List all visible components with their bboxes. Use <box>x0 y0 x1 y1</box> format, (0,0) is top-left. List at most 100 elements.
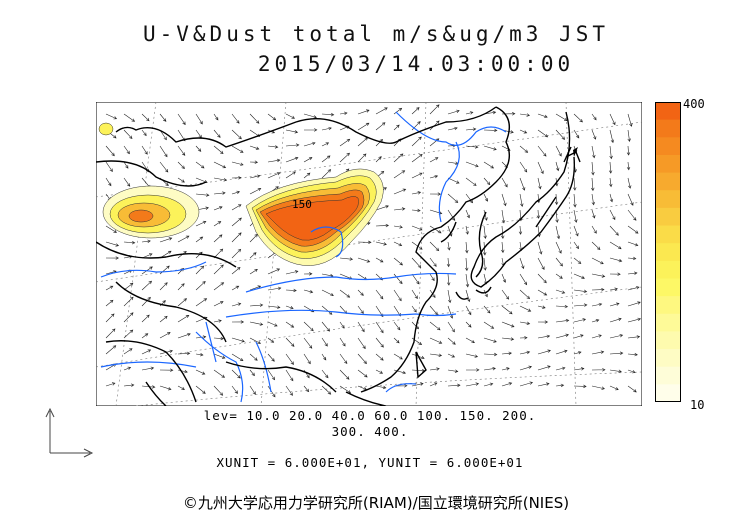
colorbar-min-label: 10 <box>690 398 705 412</box>
wind-arrow <box>357 369 368 378</box>
wind-arrow <box>501 193 507 207</box>
wind-arrow <box>483 289 488 298</box>
wind-arrow <box>303 337 313 349</box>
wind-arrow <box>285 129 299 134</box>
wind-arrow <box>483 193 488 202</box>
wind-arrow <box>339 152 350 163</box>
wind-arrow <box>411 136 422 147</box>
wind-arrow <box>249 353 258 361</box>
wind-arrow <box>231 353 244 362</box>
wind-arrow <box>537 320 549 324</box>
wind-arrow <box>591 302 603 307</box>
wind-arrow <box>627 271 638 275</box>
wind-arrow <box>573 384 587 389</box>
wind-arrow <box>555 225 561 240</box>
wind-arrow <box>357 109 370 115</box>
colorbar-frame <box>655 102 681 402</box>
wind-arrow <box>339 289 351 298</box>
colorbar-swatch <box>655 366 681 385</box>
wind-arrow <box>555 257 563 267</box>
wind-arrow <box>303 289 314 294</box>
wind-arrow <box>249 113 260 124</box>
wind-arrow <box>573 273 585 279</box>
wind-arrow <box>627 317 642 323</box>
wind-arrow <box>429 321 441 331</box>
wind-arrow <box>141 314 150 323</box>
wind-arrow <box>393 188 407 195</box>
wind-arrow <box>609 272 621 276</box>
wind-arrow <box>141 296 151 307</box>
wind-arrow <box>393 353 403 360</box>
wind-arrow <box>159 368 174 372</box>
wind-arrow <box>213 206 223 211</box>
wind-arrow <box>339 337 346 347</box>
wind-arrow <box>555 304 569 309</box>
wind-arrow <box>554 193 559 206</box>
wind-arrow <box>213 301 224 307</box>
wind-arrow <box>483 225 487 239</box>
wind-arrow <box>267 337 275 343</box>
wind-arrow <box>249 321 264 326</box>
colorbar-swatch <box>655 137 681 156</box>
wind-arrow <box>195 220 207 227</box>
wind-arrow <box>555 289 566 294</box>
wind-arrow <box>447 273 451 286</box>
wind-arrow <box>627 193 634 206</box>
wind-arrow <box>393 170 406 179</box>
wind-arrow <box>429 192 442 196</box>
colorbar-swatch <box>655 154 681 174</box>
wind-arrow <box>213 129 221 138</box>
wind-arrow <box>141 145 148 155</box>
map-timestamp: 2015/03/14.03:00:00 <box>257 52 575 76</box>
wind-arrow <box>357 122 370 131</box>
contour-levels-line2: 300. 400. <box>331 424 409 439</box>
wind-arrow <box>249 252 257 259</box>
wind-arrow <box>483 321 495 329</box>
wind-arrow <box>267 172 281 179</box>
wind-arrow <box>429 367 440 371</box>
wind-arrow <box>177 145 186 156</box>
wind-arrow <box>591 113 597 121</box>
wind-arrow <box>213 191 226 195</box>
wind-arrow <box>375 223 390 228</box>
wind-arrow <box>483 382 494 387</box>
wind-arrow <box>519 305 532 312</box>
colorbar-swatch <box>655 102 681 121</box>
wind-arrow <box>411 273 420 285</box>
wind-arrow <box>627 209 637 221</box>
wind-arrow <box>321 353 327 361</box>
wind-arrow <box>195 281 206 291</box>
wind-arrow <box>501 177 508 188</box>
wind-arrow <box>267 321 278 327</box>
wind-arrow <box>123 129 133 140</box>
wind-arrow <box>123 161 129 169</box>
wind-arrow <box>303 141 316 147</box>
wind-arrow <box>573 113 583 123</box>
wind-arrow <box>627 225 639 234</box>
wind-arrow <box>375 353 384 361</box>
wind-arrow <box>609 113 616 126</box>
wind-arrow <box>465 241 469 254</box>
wind-arrow <box>213 234 223 243</box>
wind-arrow <box>195 369 206 375</box>
wind-arrow <box>627 241 639 247</box>
wind-arrow <box>321 321 330 332</box>
wind-arrow <box>321 385 332 395</box>
wind-arrow <box>537 382 550 387</box>
wind-arrow <box>573 129 580 139</box>
wind-arrow <box>411 172 423 179</box>
wind-arrow <box>267 305 281 309</box>
wind-arrow <box>447 209 456 221</box>
wind-arrow <box>375 156 382 163</box>
wind-arrow <box>303 321 314 332</box>
wind-arrow <box>231 217 242 227</box>
wind-arrow <box>465 209 470 219</box>
colorbar-swatch <box>655 243 681 262</box>
wind-arrow <box>267 286 282 291</box>
wind-arrow <box>213 369 226 378</box>
wind-arrow <box>159 161 169 173</box>
wind-arrow <box>393 225 403 229</box>
wind-arrow <box>141 366 155 371</box>
wind-arrow <box>609 317 622 323</box>
wind-arrow <box>321 369 329 379</box>
